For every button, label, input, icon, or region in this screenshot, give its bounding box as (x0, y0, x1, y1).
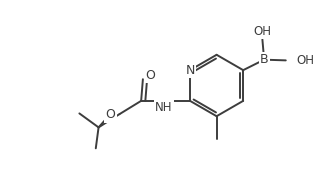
Text: N: N (185, 64, 195, 77)
Text: O: O (146, 69, 155, 82)
Text: B: B (260, 53, 269, 66)
Text: OH: OH (296, 54, 314, 67)
Text: OH: OH (253, 25, 271, 38)
Text: NH: NH (155, 101, 173, 114)
Text: O: O (106, 108, 115, 121)
